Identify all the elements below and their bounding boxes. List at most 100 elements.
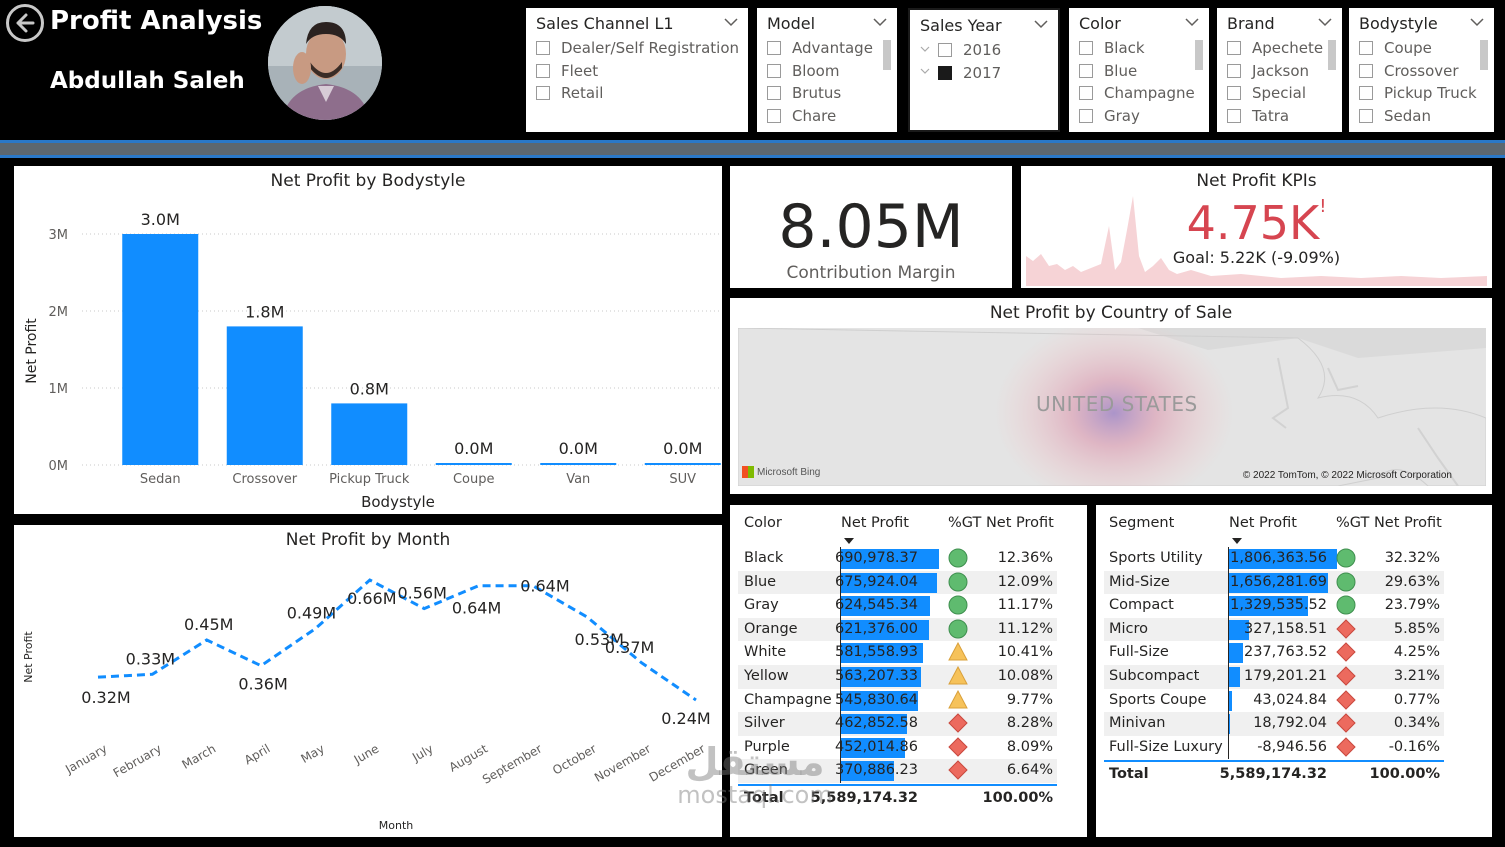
table-row[interactable]: Blue 675,924.04 12.09% (738, 570, 1057, 595)
slicer-option[interactable]: Brutus (767, 82, 887, 105)
scrollbar[interactable] (1480, 40, 1488, 70)
bar[interactable] (331, 403, 408, 465)
checkbox[interactable] (1359, 63, 1373, 78)
checkbox[interactable] (1359, 86, 1373, 101)
contribution-margin-card[interactable]: 8.05M Contribution Margin (730, 166, 1012, 288)
slicer-option[interactable]: Advantage (767, 37, 887, 60)
slicer-header[interactable]: Color (1079, 14, 1199, 33)
slicer-option[interactable]: Apechete (1227, 37, 1332, 60)
slicer-option[interactable]: Pickup Truck (1359, 82, 1484, 105)
slicer-option[interactable]: Gray (1079, 105, 1199, 128)
table-row[interactable]: Full-Size Luxury -8,946.56 -0.16% (1104, 735, 1444, 760)
slicer-option[interactable]: Crossover (1359, 60, 1484, 83)
data-point[interactable] (476, 583, 482, 589)
slicer-option[interactable]: Jackson (1227, 60, 1332, 83)
table-row[interactable]: Black 690,978.37 12.36% (738, 547, 1057, 571)
column-header[interactable]: Net Profit (1229, 515, 1297, 531)
table-row[interactable]: Sports Coupe 43,024.84 0.77% (1104, 688, 1444, 713)
data-point[interactable] (693, 697, 699, 703)
checkbox[interactable] (938, 43, 952, 58)
expand-chevron-icon[interactable] (920, 67, 932, 78)
checkbox[interactable] (536, 63, 550, 78)
checkbox[interactable] (536, 41, 550, 56)
scrollbar[interactable] (1328, 40, 1336, 70)
table-row[interactable]: White 581,558.93 10.41% (738, 641, 1057, 665)
slicer-option[interactable]: Blue (1079, 60, 1199, 83)
data-point[interactable] (149, 671, 155, 677)
checkbox[interactable] (1227, 108, 1241, 123)
data-point[interactable] (639, 660, 645, 666)
table-row[interactable]: Champagne 545,830.64 9.77% (738, 688, 1057, 713)
slicer-sales-year[interactable]: Sales Year 2016 2017 (908, 8, 1060, 132)
table-row[interactable]: Sports Utility 1,806,363.56 32.32% (1104, 547, 1444, 571)
column-header[interactable]: %GT Net Profit (948, 515, 1054, 531)
slicer-header[interactable]: Brand (1227, 14, 1332, 33)
kpi-panel[interactable]: Net Profit KPIs 4.75K! Goal: 5.22K (-9.0… (1021, 166, 1492, 288)
chevron-down-icon[interactable] (873, 17, 887, 30)
table-row[interactable]: Purple 452,014.86 8.09% (738, 735, 1057, 760)
slicer-option[interactable]: Black (1079, 37, 1199, 60)
slicer-header[interactable]: Sales Year (920, 16, 1048, 35)
bar[interactable] (226, 326, 303, 465)
map-canvas[interactable]: UNITED STATES Microsoft Bing © 2022 TomT… (738, 328, 1486, 486)
data-point[interactable] (421, 606, 427, 612)
table-row[interactable]: Silver 462,852.58 8.28% (738, 712, 1057, 736)
slicer-option[interactable]: Dealer/Self Registration (536, 37, 739, 60)
expand-chevron-icon[interactable] (920, 45, 932, 56)
slicer-option[interactable]: Chare (767, 105, 887, 128)
checkbox[interactable] (1359, 41, 1373, 56)
column-header[interactable]: Net Profit (841, 515, 909, 531)
checkbox[interactable] (1227, 86, 1241, 101)
table-row[interactable]: Subcompact 179,201.21 3.21% (1104, 665, 1444, 689)
slicer-option[interactable]: Tatra (1227, 105, 1332, 128)
checkbox[interactable] (1359, 108, 1373, 123)
table-row[interactable]: Gray 624,545.34 11.17% (738, 594, 1057, 618)
sort-descending-icon[interactable] (1232, 533, 1242, 549)
slicer-option[interactable]: Fleet (536, 60, 738, 83)
bar[interactable] (122, 234, 199, 465)
chevron-down-icon[interactable] (724, 17, 738, 30)
slicer-model[interactable]: Model Advantage Bloom Brutus Chare (757, 8, 897, 132)
table-row[interactable]: Green 370,886.23 6.64% (738, 759, 1057, 783)
series-line[interactable] (97, 578, 697, 702)
checkbox[interactable] (1079, 108, 1093, 123)
column-header[interactable]: Color (744, 515, 782, 531)
slicer-header[interactable]: Sales Channel L1 (536, 14, 738, 33)
chevron-down-icon[interactable] (1034, 19, 1048, 32)
month-line-chart[interactable]: 0.32M January 0.33M February 0.45M March 0.36M… (14, 525, 722, 837)
slicer-option[interactable]: Bloom (767, 60, 887, 83)
data-point[interactable] (584, 614, 590, 620)
checkbox[interactable] (938, 65, 952, 80)
table-row[interactable]: Minivan 18,792.04 0.34% (1104, 712, 1444, 736)
bar[interactable] (435, 463, 512, 465)
checkbox[interactable] (767, 63, 781, 78)
table-row[interactable]: Orange 621,376.00 11.12% (738, 617, 1057, 642)
slicer-bodystyle[interactable]: Bodystyle Coupe Crossover Pickup Truck Sedan (1349, 8, 1494, 132)
sort-descending-icon[interactable] (844, 533, 854, 549)
chevron-down-icon[interactable] (1185, 17, 1199, 30)
checkbox[interactable] (1227, 41, 1241, 56)
slicer-option[interactable]: Champagne (1079, 82, 1199, 105)
data-point[interactable] (258, 663, 264, 669)
back-arrow-icon[interactable] (6, 4, 44, 42)
checkbox[interactable] (1079, 63, 1093, 78)
checkbox[interactable] (767, 108, 781, 123)
table-row[interactable]: Yellow 563,207.33 10.08% (738, 665, 1057, 689)
bar[interactable] (644, 463, 721, 465)
checkbox[interactable] (767, 86, 781, 101)
color-table[interactable]: Color Net Profit %GT Net Profit Black 690,97… (730, 505, 1087, 837)
checkbox[interactable] (1079, 41, 1093, 56)
column-header[interactable]: %GT Net Profit (1336, 515, 1442, 531)
slicer-option[interactable]: 2017 (920, 62, 1048, 85)
chevron-down-icon[interactable] (1470, 17, 1484, 30)
checkbox[interactable] (1079, 86, 1093, 101)
data-point[interactable] (204, 637, 210, 643)
slicer-option[interactable]: Sedan (1359, 105, 1484, 128)
slicer-option[interactable]: Coupe (1359, 37, 1484, 60)
slicer-brand[interactable]: Brand Apechete Jackson Special Tatra (1217, 8, 1342, 132)
checkbox[interactable] (536, 86, 550, 101)
slicer-color[interactable]: Color Black Blue Champagne Gray (1069, 8, 1209, 132)
table-row[interactable]: Full-Size 237,763.52 4.25% (1104, 641, 1444, 665)
slicer-option[interactable]: Retail (536, 82, 738, 105)
bodystyle-bar-chart[interactable]: 0M 1M 2M 3M Net Profit Bodystyle 3.0M Sedan 1.8M… (14, 166, 722, 514)
